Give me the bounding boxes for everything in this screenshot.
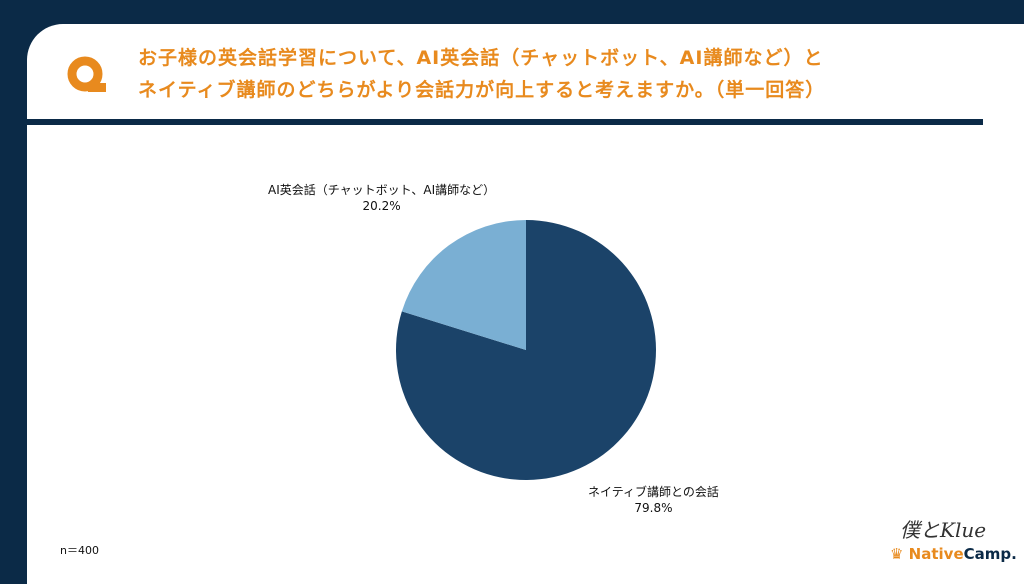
header-divider bbox=[27, 119, 983, 125]
signature-logo: 僕とKlue bbox=[900, 518, 987, 542]
slice-label-ai: AI英会話（チャットボット、AI講師など） 20.2% bbox=[268, 182, 495, 214]
slice-label-native-value: 79.8% bbox=[634, 501, 673, 515]
pie-slice-0 bbox=[396, 220, 657, 481]
title-line-2: ネイティブ講師のどちらがより会話力が向上すると考えますか。（単一回答） bbox=[138, 79, 826, 101]
question-title: お子様の英会話学習について、AI英会話（チャットボット、AI講師など）と ネイテ… bbox=[138, 42, 825, 106]
slice-label-native-name: ネイティブ講師との会話 bbox=[588, 485, 719, 499]
slice-label-native: ネイティブ講師との会話 79.8% bbox=[588, 484, 719, 516]
pie-slice-1 bbox=[401, 220, 526, 350]
q-letter-icon bbox=[67, 56, 106, 92]
nativecamp-logo: ♛ NativeCamp. bbox=[890, 545, 1017, 563]
slice-label-ai-name: AI英会話（チャットボット、AI講師など） bbox=[268, 183, 496, 197]
sample-size: n＝400 bbox=[60, 544, 99, 557]
slice-label-ai-value: 20.2% bbox=[362, 199, 401, 213]
title-line-1: お子様の英会話学習について、AI英会話（チャットボット、AI講師など）と bbox=[138, 47, 824, 69]
